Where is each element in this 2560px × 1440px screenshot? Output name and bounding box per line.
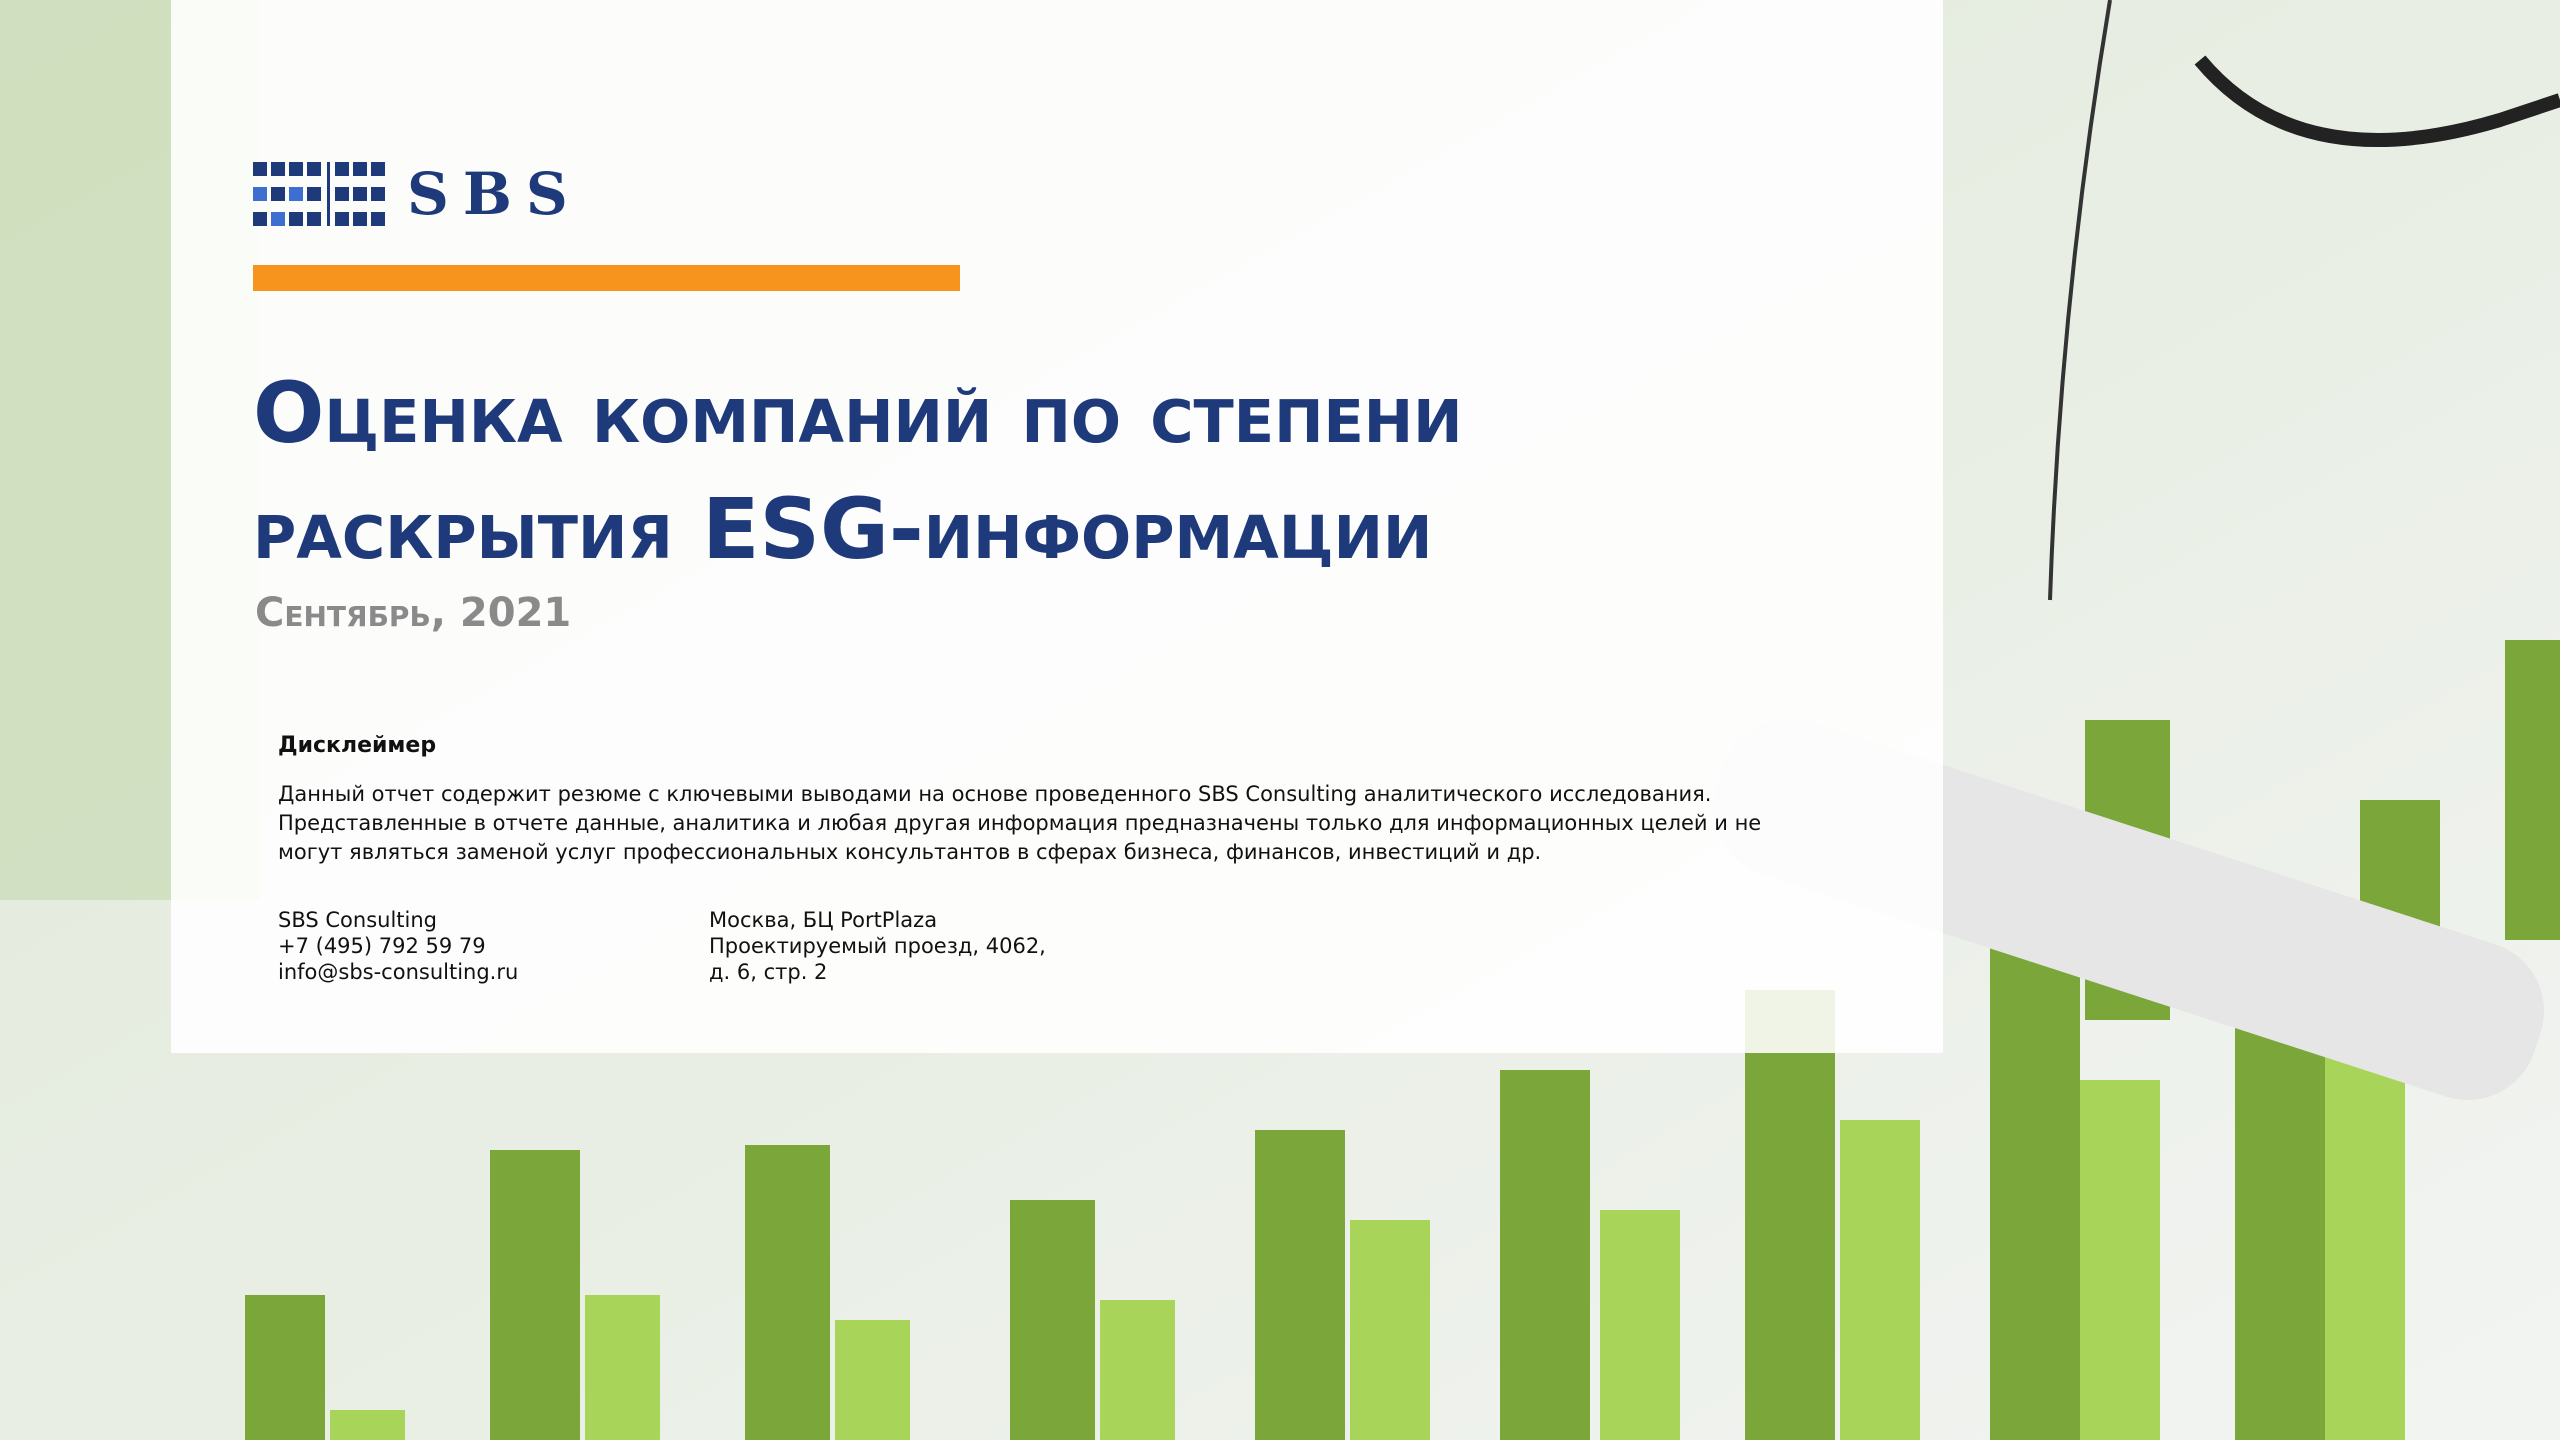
accent-bar — [253, 265, 960, 291]
disclaimer: Дисклеймер Данный отчет содержит резюме … — [278, 733, 1798, 867]
page: SBS Consulting html, body { margin: 0; p… — [0, 0, 2560, 1440]
contact-line: +7 (495) 792 59 79 — [278, 933, 518, 959]
title-line: раскрытия ESG-информации — [253, 471, 1463, 587]
address-line: Проектируемый проезд, 4062, — [709, 933, 1046, 959]
address-line: д. 6, стр. 2 — [709, 959, 1046, 985]
disclaimer-line: Данный отчет содержит резюме с ключевыми… — [278, 780, 1798, 809]
disclaimer-title: Дисклеймер — [278, 733, 1798, 758]
contact-line: SBS Consulting — [278, 907, 518, 933]
logo-text: SBS — [407, 160, 582, 228]
title: Оценка компаний по степени раскрытия ESG… — [253, 355, 1463, 587]
logo: SBS — [253, 160, 582, 228]
date: Сентябрь, 2021 — [255, 590, 571, 636]
title-line: Оценка компаний по степени — [253, 355, 1463, 471]
document: {"header": {"logo": "SBS"}, "title": {"l… — [0, 0, 2560, 1440]
contact-line: info@sbs-consulting.ru — [278, 959, 518, 985]
address-line: Москва, БЦ PortPlaza — [709, 907, 1046, 933]
address: Москва, БЦ PortPlaza Проектируемый проез… — [709, 907, 1046, 985]
company-contacts: SBS Consulting +7 (495) 792 59 79 info@s… — [278, 907, 518, 985]
logo-mark — [253, 162, 393, 226]
disclaimer-line: могут являться заменой услуг профессиона… — [278, 838, 1798, 867]
disclaimer-line: Представленные в отчете данные, аналитик… — [278, 809, 1798, 838]
